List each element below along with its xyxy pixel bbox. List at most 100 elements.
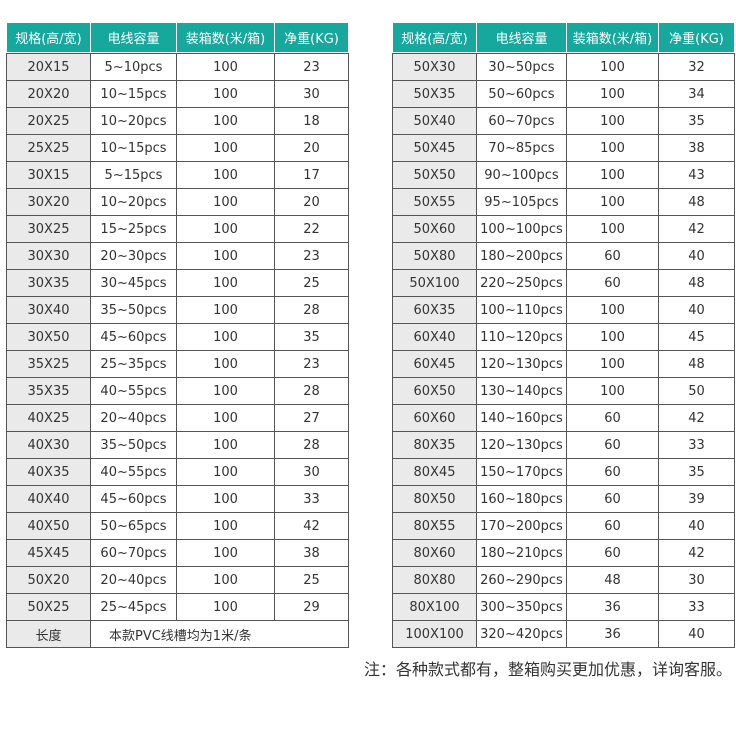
table-cell: 20X25 bbox=[6, 107, 91, 135]
table-cell: 40X35 bbox=[6, 458, 91, 486]
table-cell: 100 bbox=[176, 323, 275, 351]
table-cell: 95~105pcs bbox=[476, 188, 567, 216]
table-cell: 15~25pcs bbox=[90, 215, 177, 243]
table-cell: 39 bbox=[658, 485, 735, 513]
table-cell: 10~15pcs bbox=[90, 134, 177, 162]
table-cell: 50X40 bbox=[392, 107, 477, 135]
table-cell: 35X25 bbox=[6, 350, 91, 378]
table-cell: 100 bbox=[176, 53, 275, 81]
table-cell: 30~45pcs bbox=[90, 269, 177, 297]
table-cell: 20X20 bbox=[6, 80, 91, 108]
table-cell: 45X45 bbox=[6, 539, 91, 567]
table-cell: 20 bbox=[274, 188, 349, 216]
table-cell: 34 bbox=[658, 80, 735, 108]
table-cell: 100 bbox=[176, 539, 275, 567]
table-cell: 42 bbox=[658, 215, 735, 243]
table-cell: 48 bbox=[566, 566, 659, 594]
footer-label: 长度 bbox=[6, 620, 91, 648]
header-cell: 装箱数(米/箱) bbox=[566, 22, 659, 53]
table-cell: 130~140pcs bbox=[476, 377, 567, 405]
table-cell: 40~55pcs bbox=[90, 377, 177, 405]
table-cell: 30 bbox=[274, 80, 349, 108]
table-cell: 36 bbox=[566, 620, 659, 648]
table-cell: 40 bbox=[658, 296, 735, 324]
table-cell: 50X55 bbox=[392, 188, 477, 216]
table-cell: 50X60 bbox=[392, 215, 477, 243]
table-cell: 100 bbox=[176, 107, 275, 135]
table-cell: 20~40pcs bbox=[90, 566, 177, 594]
table-cell: 100 bbox=[566, 296, 659, 324]
table-cell: 45~60pcs bbox=[90, 323, 177, 351]
table-cell: 33 bbox=[658, 431, 735, 459]
table-cell: 260~290pcs bbox=[476, 566, 567, 594]
table-cell: 40X30 bbox=[6, 431, 91, 459]
table-cell: 30X25 bbox=[6, 215, 91, 243]
table-cell: 60X45 bbox=[392, 350, 477, 378]
table-cell: 100 bbox=[566, 80, 659, 108]
table-cell: 25~35pcs bbox=[90, 350, 177, 378]
note: 注：各种款式都有，整箱购买更加优惠，详询客服。 bbox=[363, 660, 732, 679]
table-cell: 60X35 bbox=[392, 296, 477, 324]
table-cell: 60 bbox=[566, 539, 659, 567]
table-cell: 80X35 bbox=[392, 431, 477, 459]
table-cell: 100 bbox=[176, 593, 275, 621]
table-cell: 60X40 bbox=[392, 323, 477, 351]
table-cell: 60 bbox=[566, 512, 659, 540]
table-cell: 100 bbox=[176, 188, 275, 216]
table-cell: 28 bbox=[274, 431, 349, 459]
table-cell: 300~350pcs bbox=[476, 593, 567, 621]
table-cell: 140~160pcs bbox=[476, 404, 567, 432]
table-cell: 27 bbox=[274, 404, 349, 432]
table-cell: 32 bbox=[658, 53, 735, 81]
table-cell: 35 bbox=[658, 458, 735, 486]
table-cell: 30X20 bbox=[6, 188, 91, 216]
table-cell: 20X15 bbox=[6, 53, 91, 81]
table-cell: 5~15pcs bbox=[90, 161, 177, 189]
header-cell: 装箱数(米/箱) bbox=[176, 22, 275, 53]
table-cell: 40X25 bbox=[6, 404, 91, 432]
table-cell: 100 bbox=[566, 350, 659, 378]
table-cell: 100 bbox=[176, 80, 275, 108]
table-cell: 40 bbox=[658, 512, 735, 540]
table-cell: 100 bbox=[176, 161, 275, 189]
table-cell: 40 bbox=[658, 620, 735, 648]
table-cell: 100 bbox=[176, 269, 275, 297]
header-cell: 电线容量 bbox=[90, 22, 177, 53]
table-cell: 20~40pcs bbox=[90, 404, 177, 432]
table-cell: 23 bbox=[274, 350, 349, 378]
table-cell: 45 bbox=[658, 323, 735, 351]
table-cell: 30X35 bbox=[6, 269, 91, 297]
table-cell: 33 bbox=[274, 485, 349, 513]
table-cell: 35~50pcs bbox=[90, 431, 177, 459]
table-cell: 36 bbox=[566, 593, 659, 621]
table-cell: 50 bbox=[658, 377, 735, 405]
table-cell: 30X15 bbox=[6, 161, 91, 189]
table-cell: 25 bbox=[274, 566, 349, 594]
table-cell: 35X35 bbox=[6, 377, 91, 405]
table-cell: 50X35 bbox=[392, 80, 477, 108]
table-cell: 100 bbox=[176, 566, 275, 594]
table-cell: 100 bbox=[566, 134, 659, 162]
header-cell: 净重(KG) bbox=[658, 22, 735, 53]
table-cell: 80X80 bbox=[392, 566, 477, 594]
table-cell: 60 bbox=[566, 458, 659, 486]
table-cell: 18 bbox=[274, 107, 349, 135]
table-cell: 10~15pcs bbox=[90, 80, 177, 108]
table-cell: 38 bbox=[658, 134, 735, 162]
table-cell: 45~60pcs bbox=[90, 485, 177, 513]
table-cell: 100 bbox=[566, 215, 659, 243]
table-cell: 50X30 bbox=[392, 53, 477, 81]
table-cell: 100 bbox=[176, 350, 275, 378]
table-cell: 100X100 bbox=[392, 620, 477, 648]
table-cell: 320~420pcs bbox=[476, 620, 567, 648]
table-cell: 43 bbox=[658, 161, 735, 189]
table-cell: 100 bbox=[566, 53, 659, 81]
table-cell: 35~50pcs bbox=[90, 296, 177, 324]
table-cell: 33 bbox=[658, 593, 735, 621]
table-cell: 80X50 bbox=[392, 485, 477, 513]
table-cell: 100 bbox=[176, 377, 275, 405]
table-cell: 100 bbox=[176, 296, 275, 324]
table-cell: 100~110pcs bbox=[476, 296, 567, 324]
table-cell: 90~100pcs bbox=[476, 161, 567, 189]
table-cell: 5~10pcs bbox=[90, 53, 177, 81]
